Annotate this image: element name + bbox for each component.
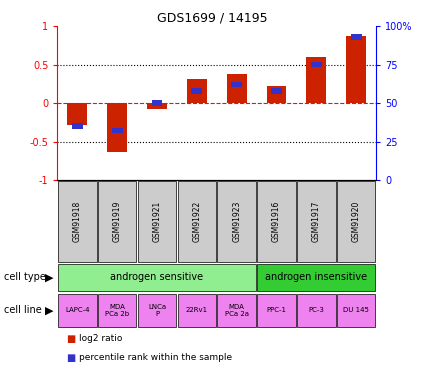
Bar bbox=[227, 74, 246, 103]
Bar bbox=[187, 78, 207, 103]
Text: PPC-1: PPC-1 bbox=[266, 308, 286, 313]
Bar bbox=[178, 181, 216, 262]
Text: percentile rank within the sample: percentile rank within the sample bbox=[79, 352, 232, 362]
Text: androgen sensitive: androgen sensitive bbox=[110, 273, 204, 282]
Text: ▶: ▶ bbox=[45, 305, 53, 315]
Bar bbox=[337, 181, 376, 262]
Text: GSM91918: GSM91918 bbox=[73, 201, 82, 242]
Bar bbox=[306, 57, 326, 103]
Bar bbox=[266, 86, 286, 103]
Text: cell line: cell line bbox=[4, 305, 42, 315]
Bar bbox=[58, 294, 96, 327]
Text: ■: ■ bbox=[66, 334, 75, 344]
Bar bbox=[178, 294, 216, 327]
Bar bbox=[58, 264, 256, 291]
Text: GSM91922: GSM91922 bbox=[193, 201, 201, 242]
Bar bbox=[337, 294, 376, 327]
Bar bbox=[311, 62, 322, 68]
Text: 22Rv1: 22Rv1 bbox=[186, 308, 208, 313]
Bar bbox=[271, 88, 282, 93]
Bar bbox=[217, 181, 256, 262]
Bar bbox=[112, 128, 123, 133]
Bar bbox=[147, 103, 167, 108]
Bar bbox=[297, 294, 336, 327]
Text: ▶: ▶ bbox=[45, 273, 53, 282]
Bar bbox=[297, 181, 336, 262]
Text: GDS1699 / 14195: GDS1699 / 14195 bbox=[157, 11, 268, 24]
Text: GSM91923: GSM91923 bbox=[232, 201, 241, 242]
Bar bbox=[257, 181, 296, 262]
Bar bbox=[351, 34, 362, 40]
Text: androgen insensitive: androgen insensitive bbox=[265, 273, 368, 282]
Text: GSM91916: GSM91916 bbox=[272, 201, 281, 242]
Bar bbox=[98, 294, 136, 327]
Bar bbox=[151, 100, 162, 106]
Bar bbox=[191, 88, 202, 93]
Bar bbox=[257, 294, 296, 327]
Text: GSM91917: GSM91917 bbox=[312, 201, 321, 242]
Bar bbox=[138, 294, 176, 327]
Text: PC-3: PC-3 bbox=[309, 308, 324, 313]
Bar bbox=[98, 181, 136, 262]
Bar bbox=[231, 82, 242, 87]
Bar bbox=[346, 36, 366, 103]
Bar bbox=[67, 103, 87, 125]
Text: GSM91919: GSM91919 bbox=[113, 201, 122, 242]
Bar bbox=[138, 181, 176, 262]
Text: log2 ratio: log2 ratio bbox=[79, 334, 122, 343]
Text: LAPC-4: LAPC-4 bbox=[65, 308, 90, 313]
Text: ■: ■ bbox=[66, 352, 75, 363]
Bar bbox=[58, 181, 96, 262]
Text: DU 145: DU 145 bbox=[343, 308, 369, 313]
Text: MDA
PCa 2a: MDA PCa 2a bbox=[225, 304, 249, 316]
Bar bbox=[107, 103, 127, 152]
Bar bbox=[257, 264, 375, 291]
Text: LNCa
P: LNCa P bbox=[148, 304, 166, 316]
Bar bbox=[72, 123, 83, 129]
Text: GSM91920: GSM91920 bbox=[352, 201, 361, 242]
Bar bbox=[217, 294, 256, 327]
Text: cell type: cell type bbox=[4, 273, 46, 282]
Text: MDA
PCa 2b: MDA PCa 2b bbox=[105, 304, 129, 316]
Text: GSM91921: GSM91921 bbox=[153, 201, 162, 242]
